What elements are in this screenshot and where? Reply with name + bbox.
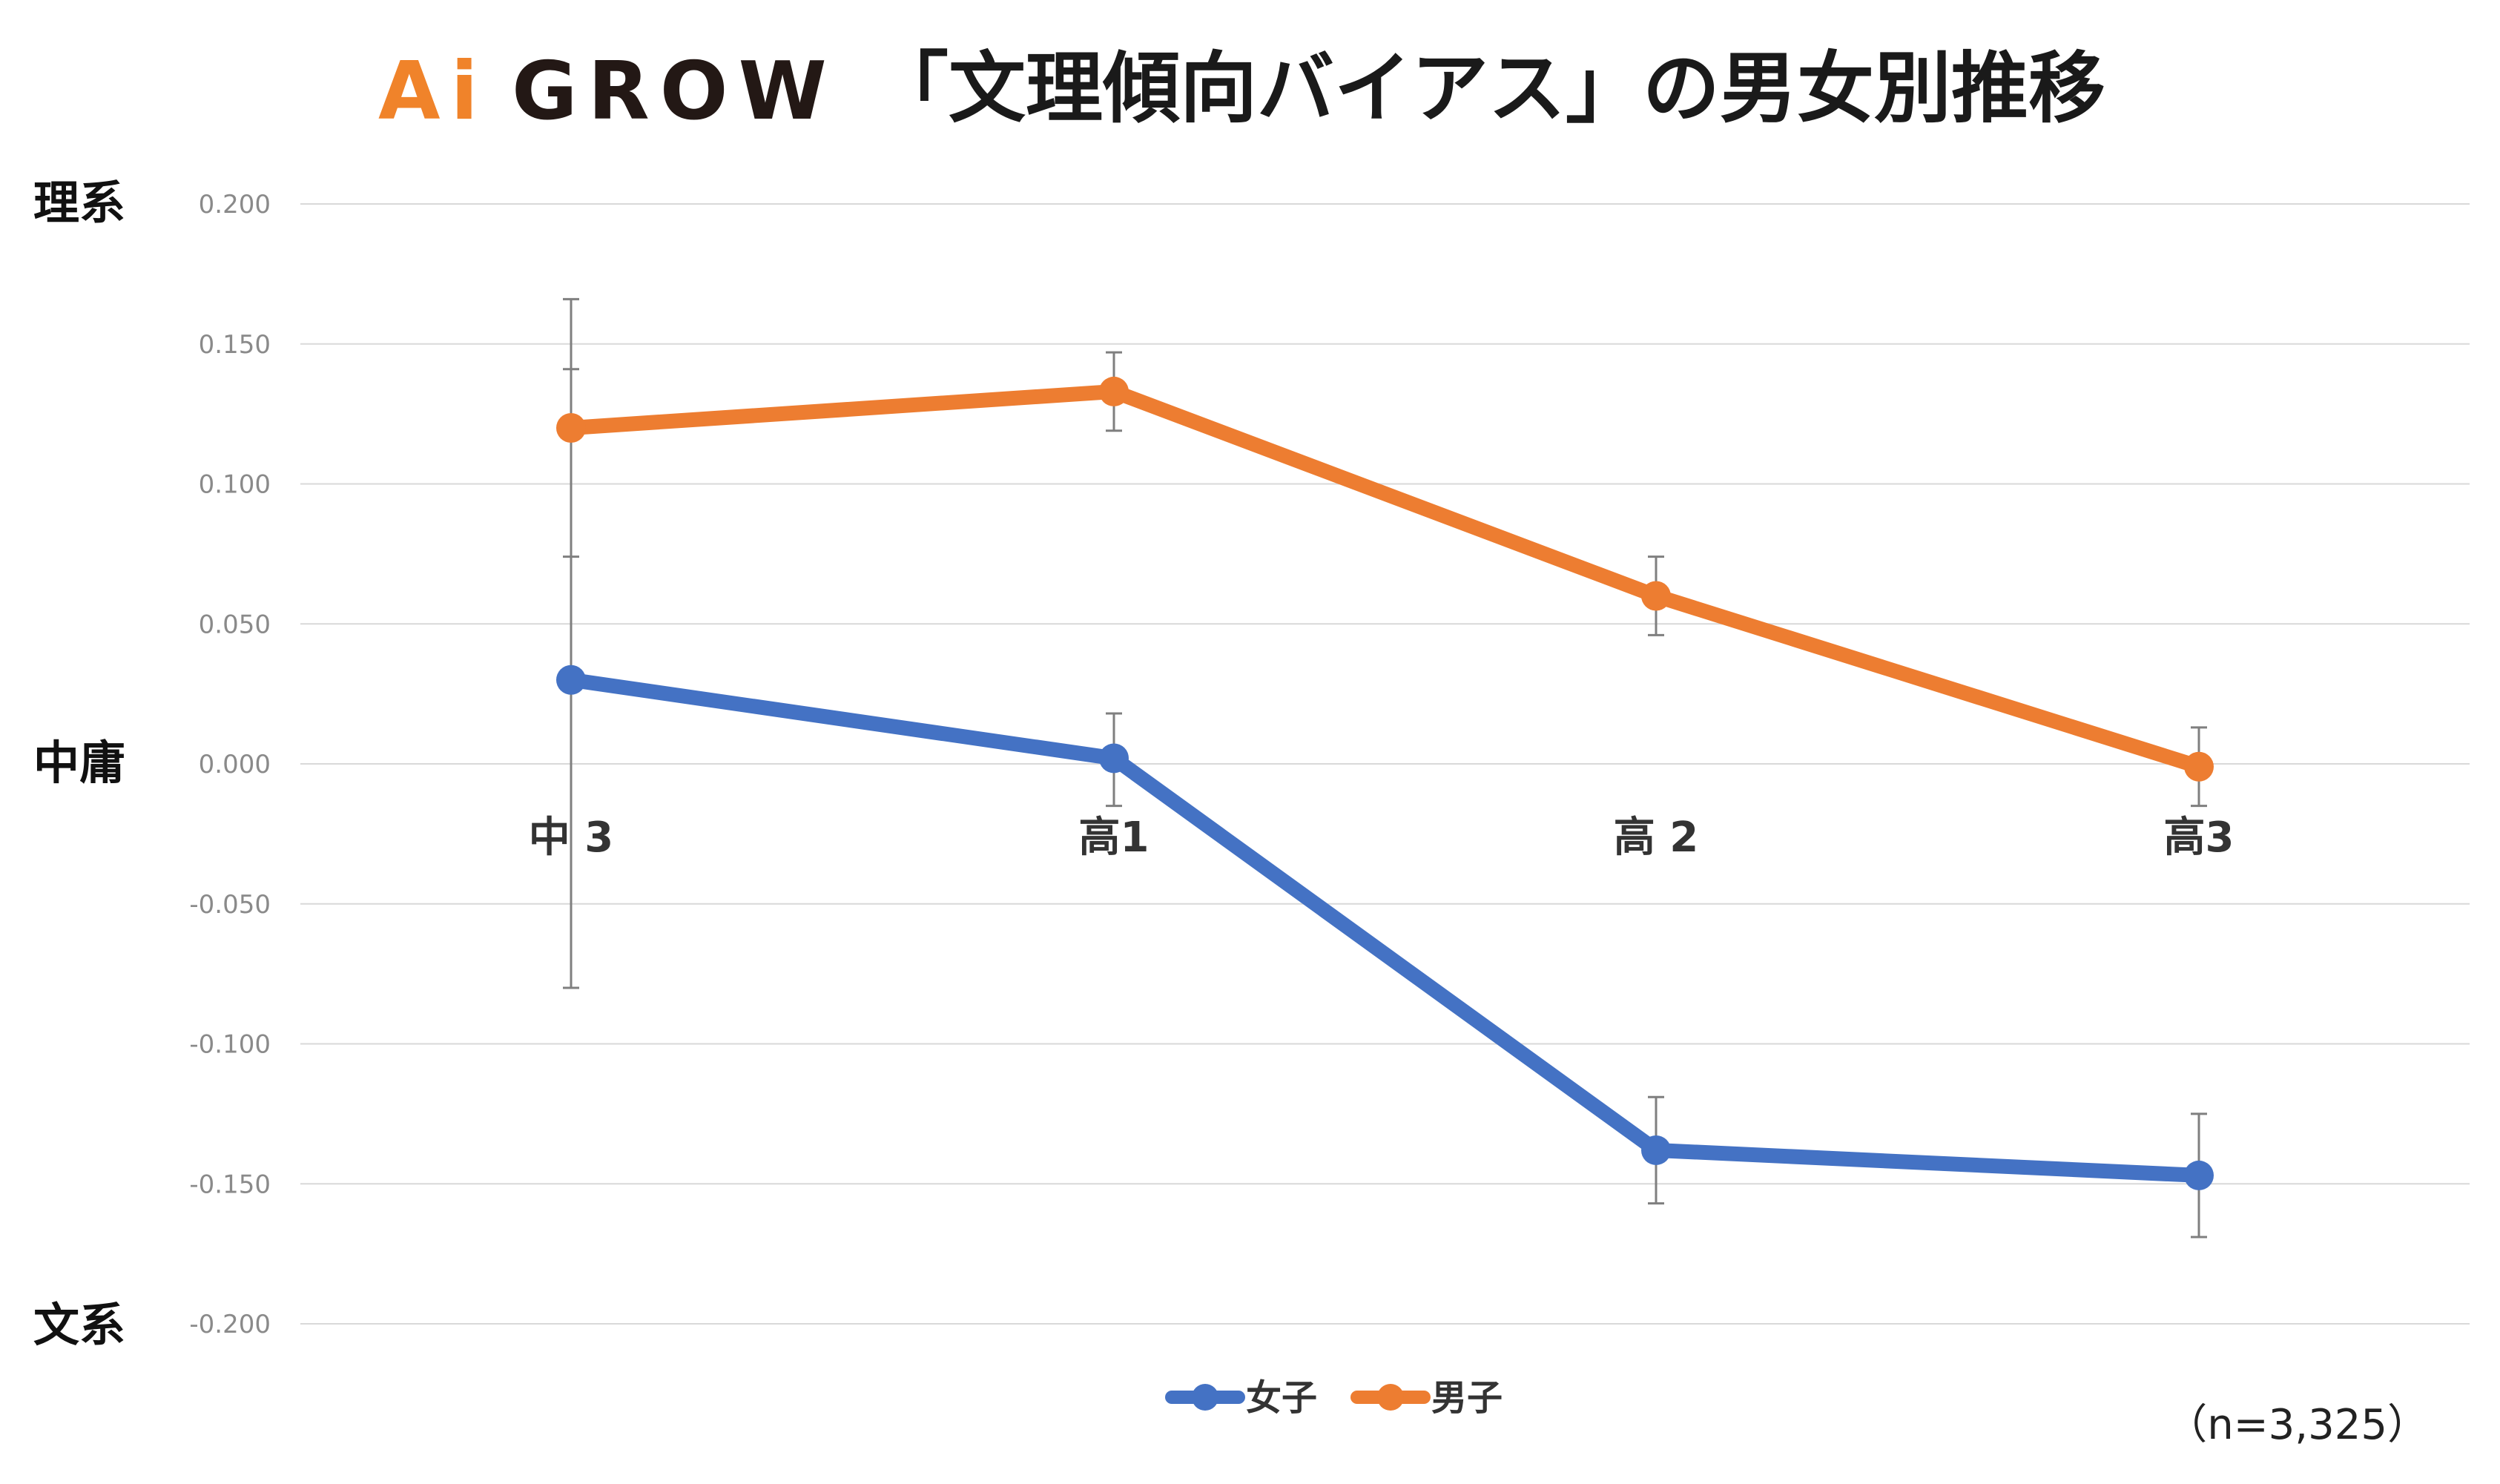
series-lines bbox=[564, 383, 2206, 1183]
sample-size-note: （n=3,325） bbox=[2166, 1401, 2429, 1449]
y-tick-label: -0.100 bbox=[189, 1030, 271, 1060]
y-tick-label: 0.150 bbox=[199, 330, 271, 360]
category-label: 中 3 bbox=[529, 814, 613, 862]
series-markers bbox=[556, 376, 2214, 1190]
data-point bbox=[556, 413, 586, 443]
data-point bbox=[1641, 581, 1671, 611]
side-label-bottom: 文系 bbox=[33, 1298, 125, 1352]
logo-prefix: Ai bbox=[378, 45, 489, 138]
logo-rest: GROW bbox=[512, 45, 837, 138]
y-tick-label: -0.200 bbox=[189, 1310, 271, 1339]
title-group: Ai GROW 「文理傾向バイアス」の男女別推移 bbox=[378, 43, 2105, 138]
category-label: 高3 bbox=[2164, 814, 2235, 862]
y-tick-label: -0.150 bbox=[189, 1170, 271, 1199]
side-label-top: 理系 bbox=[33, 176, 125, 230]
side-label-middle: 中庸 bbox=[33, 736, 125, 790]
series-line bbox=[564, 383, 2206, 774]
legend: 女子 男子 bbox=[1165, 1377, 1503, 1419]
category-labels: 中 3 高1 高 2 高3 bbox=[529, 814, 2235, 862]
legend-swatch-marker bbox=[1192, 1384, 1218, 1411]
data-point bbox=[2184, 1160, 2214, 1190]
y-tick-label: 0.000 bbox=[199, 750, 271, 779]
gridlines bbox=[300, 203, 2470, 1325]
legend-label: 男子 bbox=[1431, 1377, 1503, 1419]
y-tick-labels: 0.200 0.150 0.100 0.050 0.000 -0.050 -0.100 -0.… bbox=[189, 190, 271, 1339]
data-point bbox=[556, 664, 586, 695]
data-point bbox=[1099, 743, 1129, 774]
data-point bbox=[1099, 376, 1129, 406]
y-tick-label: 0.050 bbox=[199, 610, 271, 639]
category-label: 高1 bbox=[1079, 814, 1150, 862]
y-tick-label: 0.200 bbox=[199, 190, 271, 220]
y-tick-label: 0.100 bbox=[199, 470, 271, 500]
chart-title: 「文理傾向バイアス」の男女別推移 bbox=[871, 43, 2105, 133]
legend-label: 女子 bbox=[1246, 1377, 1317, 1419]
error-bars bbox=[563, 297, 2207, 1239]
y-tick-label: -0.050 bbox=[189, 890, 271, 920]
data-point bbox=[2184, 751, 2214, 782]
data-point bbox=[1641, 1135, 1671, 1165]
legend-swatch-marker bbox=[1377, 1384, 1404, 1411]
series-line bbox=[564, 672, 2206, 1183]
category-label: 高 2 bbox=[1614, 814, 1698, 862]
